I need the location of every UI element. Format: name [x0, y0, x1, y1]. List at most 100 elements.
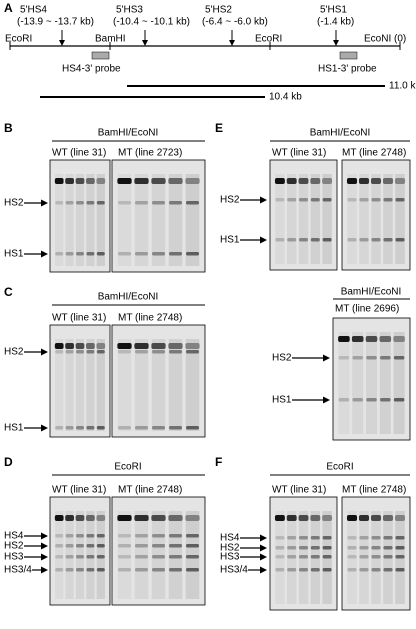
lane-smear [75, 174, 85, 266]
band [338, 336, 350, 342]
panel-label: D [4, 455, 13, 469]
band [169, 534, 182, 538]
arrow-head [260, 544, 267, 552]
band [135, 534, 148, 538]
band [298, 178, 309, 184]
band [76, 544, 84, 548]
enzyme-site: BamHI [95, 34, 126, 45]
band [55, 534, 64, 538]
band [76, 252, 84, 256]
band [168, 343, 183, 349]
band [152, 350, 165, 354]
band [117, 515, 132, 521]
lane-smear [347, 511, 357, 604]
enzyme-label: EcoRI [326, 462, 353, 473]
lane-smear [286, 174, 297, 264]
lane-smear [151, 174, 166, 266]
band [55, 426, 64, 430]
band [287, 238, 297, 242]
lane-smear [55, 174, 64, 266]
band [55, 568, 64, 572]
lane-label: WT (line 31) [52, 313, 106, 324]
band [135, 555, 148, 559]
band [55, 350, 64, 354]
band [383, 536, 393, 540]
band [366, 356, 377, 360]
band [393, 356, 405, 360]
lane-smear [371, 511, 381, 604]
band [322, 568, 332, 572]
arrow-head [59, 40, 65, 46]
band [65, 350, 74, 354]
band-marker: HS3/4 [220, 565, 248, 576]
band [86, 350, 95, 354]
band [169, 544, 182, 548]
band [394, 178, 406, 184]
band [383, 568, 393, 572]
band [135, 568, 148, 572]
band [322, 515, 333, 521]
band [118, 555, 131, 559]
band [76, 568, 84, 572]
band [287, 536, 297, 540]
band-marker: HS3/4 [4, 565, 32, 576]
site-name: 5'HS3 [116, 5, 143, 16]
band [76, 555, 84, 559]
band [168, 515, 183, 521]
band-marker: HS4 [4, 531, 24, 542]
panel-label: A [4, 1, 13, 15]
arrow-head [41, 553, 48, 561]
band [299, 555, 308, 559]
lane-label: MT (line 2748) [342, 148, 406, 159]
band [275, 555, 285, 559]
band [186, 350, 199, 354]
band [75, 343, 85, 349]
enzyme-label: BamHI/EcoNI [98, 292, 159, 303]
lane-smear [286, 511, 297, 604]
band [169, 350, 182, 354]
band [359, 198, 369, 202]
band [395, 238, 405, 242]
band [96, 534, 105, 538]
band [383, 555, 393, 559]
band [380, 398, 391, 402]
band [54, 343, 64, 349]
lane-smear [168, 174, 183, 266]
band [55, 555, 64, 559]
site-name: 5'HS1 [320, 5, 347, 16]
lane-smear [117, 511, 132, 599]
band [347, 536, 357, 540]
band [347, 546, 357, 550]
lane-smear [86, 339, 95, 431]
band [322, 198, 332, 202]
band [383, 546, 393, 550]
band [134, 343, 149, 349]
band [310, 546, 320, 550]
band [275, 198, 285, 202]
lane-smear [275, 511, 285, 604]
site-name: 5'HS2 [205, 5, 232, 16]
probe [339, 51, 358, 60]
band [371, 546, 381, 550]
band [65, 201, 74, 205]
lane-smear [134, 339, 149, 431]
band [358, 515, 370, 521]
band [135, 350, 148, 354]
lane-smear [371, 174, 381, 264]
band [118, 426, 131, 430]
band-marker: HS3 [220, 552, 240, 563]
enzyme-label: BamHI/EcoNI [341, 287, 402, 298]
band [347, 238, 357, 242]
band-marker: HS2 [4, 198, 24, 209]
lane-smear [134, 511, 149, 599]
band [395, 568, 405, 572]
lane-smear [352, 332, 364, 434]
band [380, 356, 391, 360]
band [135, 201, 148, 205]
band [118, 568, 131, 572]
band [135, 544, 148, 548]
band [152, 252, 165, 256]
band [152, 426, 165, 430]
band [395, 198, 405, 202]
lane-smear [359, 511, 369, 604]
